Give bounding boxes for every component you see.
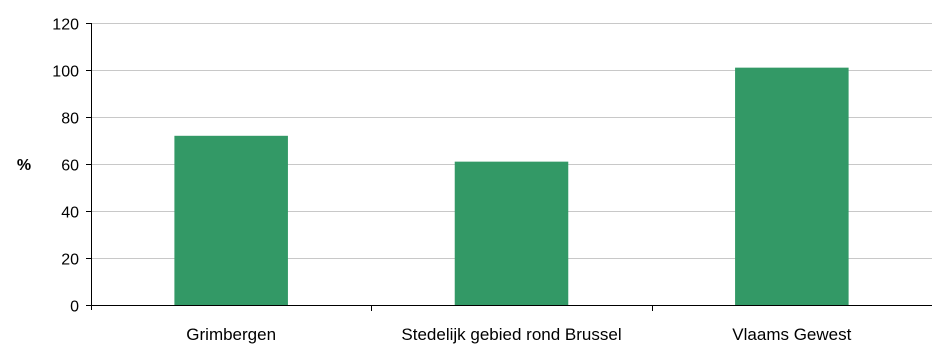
bar [454, 161, 569, 305]
bars [174, 67, 849, 306]
x-category-label: Vlaams Gewest [732, 325, 851, 344]
y-tick-label: 40 [61, 205, 79, 222]
y-tick-label: 80 [61, 111, 79, 128]
x-category-label: Grimbergen [186, 325, 276, 344]
y-tick-label: 100 [52, 64, 79, 81]
bar [735, 67, 849, 306]
axes [86, 23, 932, 311]
y-tick-label: 20 [61, 252, 79, 269]
y-tick-label: 60 [61, 158, 79, 175]
y-axis-label: % [17, 157, 31, 174]
x-category-labels: Grimbergen Stedelijk gebied rond Brussel V… [186, 325, 851, 344]
y-tick-labels: 0 20 40 60 80 100 120 [52, 17, 79, 316]
bar [174, 135, 288, 305]
y-tick-label: 120 [52, 17, 79, 34]
y-tick-label: 0 [70, 299, 79, 316]
x-category-label: Stedelijk gebied rond Brussel [401, 325, 621, 344]
